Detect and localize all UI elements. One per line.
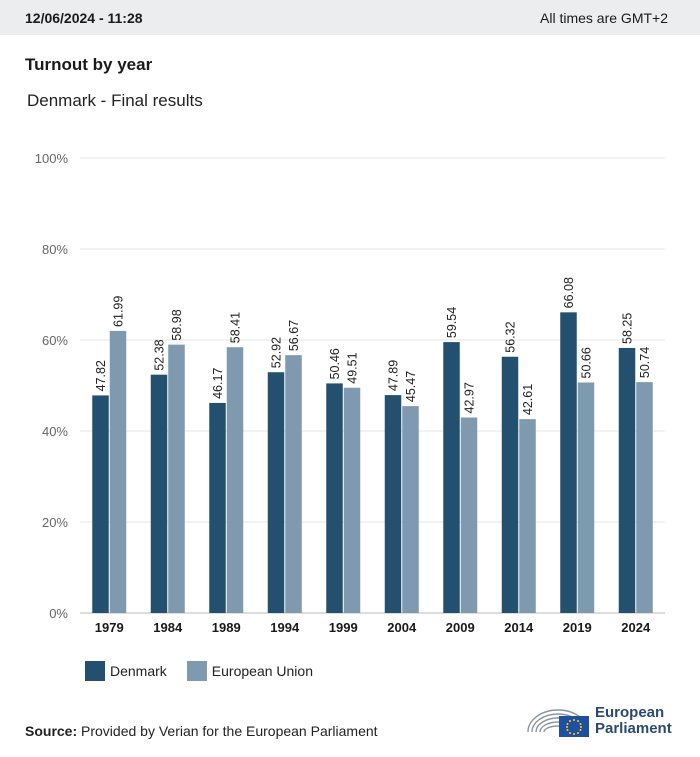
x-tick-label: 1984	[153, 620, 183, 635]
bar-eu	[636, 382, 653, 613]
data-label: 47.82	[94, 360, 108, 391]
chart-legend: Denmark European Union	[85, 661, 333, 681]
x-tick-label: 2004	[387, 620, 417, 635]
source-label: Source:	[25, 723, 78, 739]
x-tick-label: 2009	[446, 620, 475, 635]
timezone-note: All times are GMT+2	[540, 9, 668, 26]
legend-item-denmark: Denmark	[85, 661, 167, 681]
y-tick-label: 0%	[49, 606, 68, 621]
y-tick-label: 20%	[42, 515, 68, 530]
bar-eu	[343, 387, 361, 613]
bar-eu	[402, 406, 419, 613]
bar-denmark	[326, 383, 343, 613]
chart-title: Turnout by year	[25, 55, 153, 74]
data-label: 58.41	[229, 312, 243, 343]
y-tick-label: 40%	[42, 424, 68, 439]
x-tick-label: 2014	[504, 620, 534, 635]
bar-denmark	[150, 374, 168, 613]
legend-swatch-denmark	[85, 661, 105, 681]
logo-text: European Parliament	[595, 705, 672, 737]
bar-denmark	[443, 342, 460, 613]
bar-denmark	[560, 312, 577, 613]
logo-line-2: Parliament	[595, 720, 672, 737]
x-tick-label: 1994	[270, 620, 300, 635]
data-label: 42.97	[463, 382, 477, 413]
y-tick-label: 100%	[35, 151, 69, 166]
chart-subtitle: Denmark - Final results	[27, 91, 203, 110]
logo-line-1: European	[595, 704, 665, 721]
data-label: 52.92	[270, 337, 284, 368]
data-label: 58.25	[621, 313, 635, 344]
data-label: 45.47	[404, 371, 418, 402]
bar-denmark	[618, 347, 636, 613]
x-tick-label: 2019	[563, 620, 592, 635]
top-bar: 12/06/2024 - 11:28 All times are GMT+2	[0, 0, 700, 35]
bar-eu	[226, 347, 244, 613]
european-parliament-logo: European Parliament	[525, 702, 672, 740]
timestamp: 12/06/2024 - 11:28	[25, 9, 143, 26]
source-text: Provided by Verian for the European Parl…	[81, 723, 378, 739]
data-label: 50.46	[328, 348, 342, 379]
data-label: 61.99	[112, 296, 126, 327]
x-tick-label: 1989	[212, 620, 241, 635]
data-label: 56.32	[504, 321, 518, 352]
bar-eu	[109, 330, 127, 613]
data-label: 58.98	[170, 309, 184, 340]
data-label: 50.74	[638, 347, 652, 378]
data-label: 66.08	[562, 277, 576, 308]
legend-label-eu: European Union	[211, 663, 313, 679]
bar-denmark	[209, 402, 226, 613]
data-label: 49.51	[346, 352, 360, 383]
turnout-bar-chart: 0%20%40%60%80%100%47.8261.99197952.3858.…	[35, 151, 665, 635]
legend-item-eu: European Union	[186, 661, 313, 681]
bar-eu	[577, 382, 595, 613]
data-label: 46.17	[211, 368, 225, 399]
bar-eu	[519, 419, 536, 613]
data-label: 42.61	[521, 384, 535, 415]
legend-label-denmark: Denmark	[110, 663, 167, 679]
bar-denmark	[384, 395, 402, 613]
data-label: 52.38	[153, 339, 167, 370]
bar-eu	[285, 355, 302, 613]
data-label: 56.67	[287, 320, 301, 351]
bar-denmark	[501, 356, 519, 613]
data-label: 50.66	[580, 347, 594, 378]
data-label: 47.89	[387, 360, 401, 391]
x-tick-label: 1979	[95, 620, 124, 635]
y-tick-label: 80%	[42, 242, 68, 257]
x-tick-label: 2024	[621, 620, 651, 635]
bar-denmark	[92, 395, 109, 613]
y-tick-label: 60%	[42, 333, 68, 348]
x-tick-label: 1999	[329, 620, 358, 635]
legend-swatch-eu	[186, 661, 207, 681]
data-label: 59.54	[445, 307, 459, 338]
bar-denmark	[267, 372, 285, 613]
bar-eu	[168, 344, 185, 613]
parliament-hemicycle-icon	[527, 709, 589, 737]
source-note: Source: Provided by Verian for the Europ…	[25, 723, 378, 739]
bar-eu	[460, 417, 478, 613]
